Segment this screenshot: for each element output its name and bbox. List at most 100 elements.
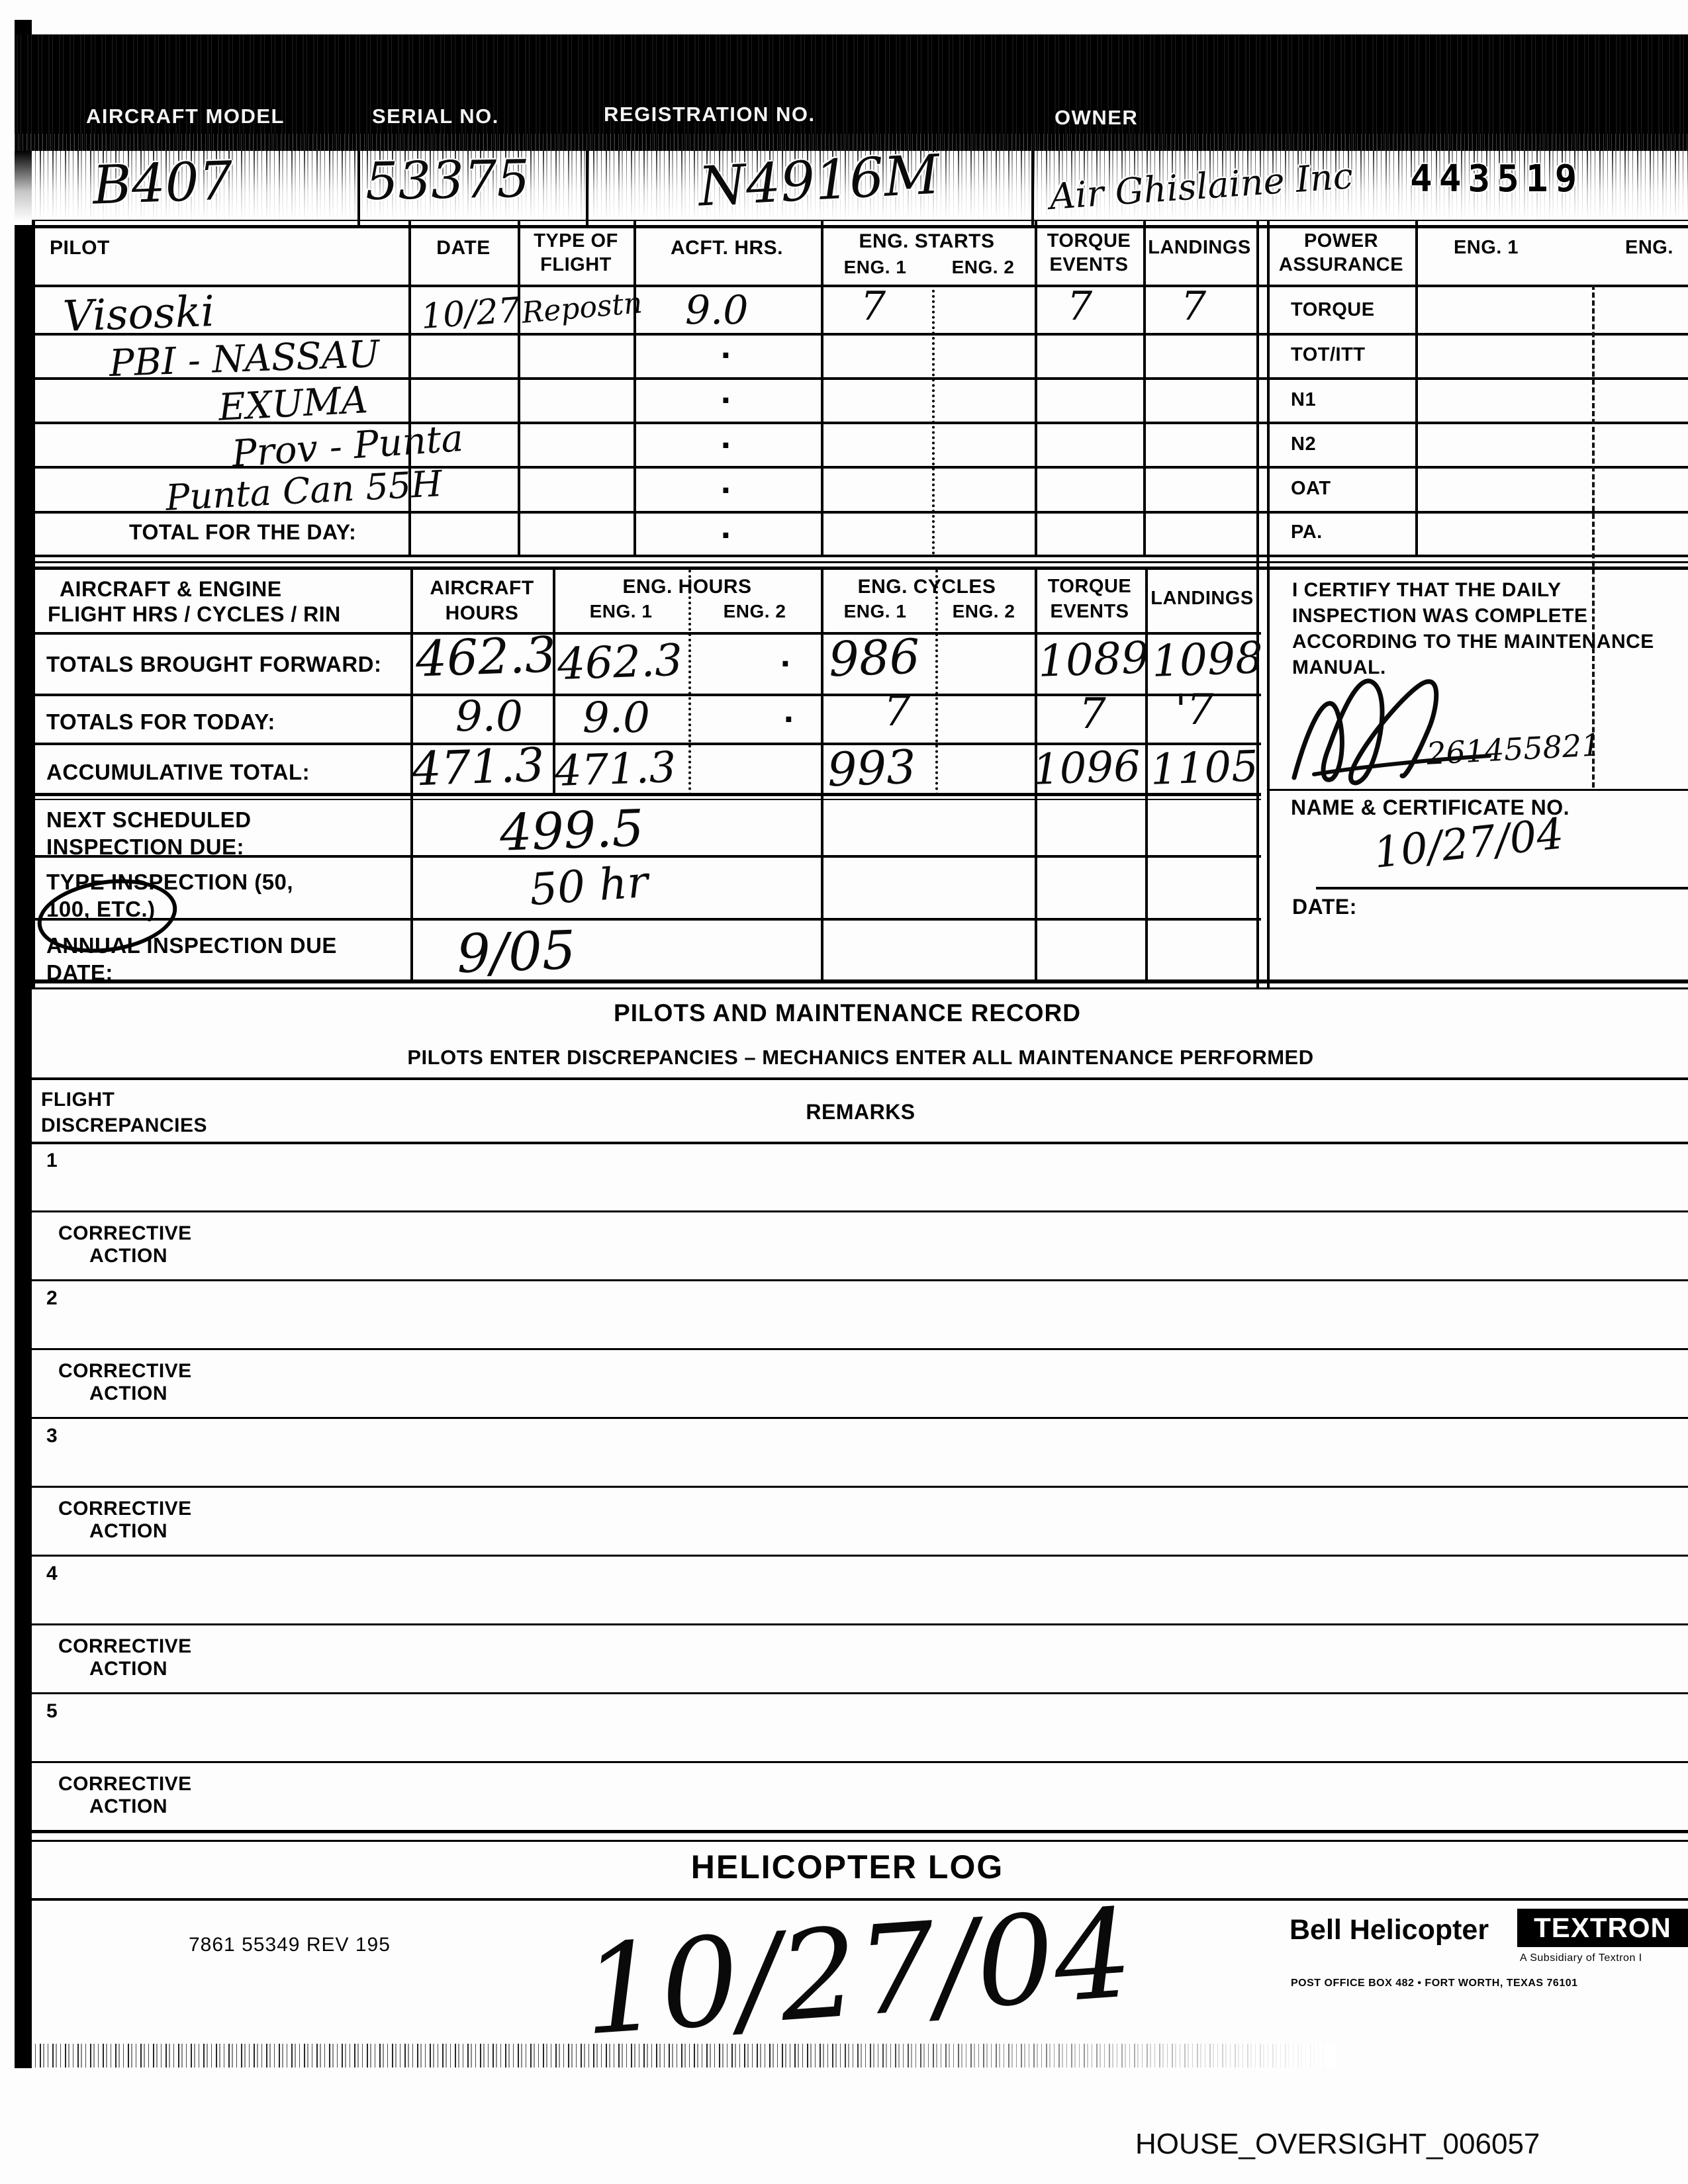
today-landings: '7 [1175,686,1214,735]
grid-line-h [32,1692,1688,1694]
acft-hrs-dot: · [720,429,731,463]
power-row-n2: N2 [1291,433,1317,455]
grid-line-h [32,632,1261,635]
grid-line-h [32,561,1688,563]
discrepancy-number: 1 [46,1150,58,1171]
date-col-header: DATE [436,237,491,259]
accum-aircraft-hours: 471.3 [410,737,545,797]
grid-line-h [32,220,1688,221]
date-line [1316,887,1688,889]
today-aircraft-hours: 9.0 [455,692,523,741]
serial-no-value: 53375 [365,149,530,212]
pilot-name: Visoski [62,287,216,341]
torque-events-col-header2: EVENTS [1049,254,1129,275]
brand-address: POST OFFICE BOX 482 • FORT WORTH, TEXAS … [1291,1978,1578,1989]
grid-line-v [633,220,636,557]
tbf-eng2-dot: · [780,647,791,681]
grid-line-v [553,570,555,796]
inspector-signature [1291,678,1491,786]
type-inspection-label: TYPE INSPECTION (50, 100, ETC.) [46,870,294,922]
grid-line-h [32,1348,1688,1350]
grid-line-dotted [935,570,938,796]
power-row-totitt: TOT/ITT [1291,344,1366,365]
grid-line-h [32,694,1261,696]
right-eng1-col-header: ENG. 1 [1453,237,1519,258]
totals-brought-forward-label: TOTALS BROUGHT FORWARD: [46,652,382,676]
grid-line-h [32,1486,1688,1488]
grid-line-h [32,466,1688,469]
totals-for-today-label: TOTALS FOR TODAY: [46,709,275,734]
grid-line-v [1267,220,1270,987]
corrective-action-label: CORRECTIVE [58,1360,192,1382]
totals-table-title: AIRCRAFT & ENGINE [60,577,282,601]
corrective-action-label2: ACTION [89,1245,167,1267]
landings-col-header: LANDINGS [1148,237,1251,258]
corrective-action-label: CORRECTIVE [58,1635,192,1657]
discrepancy-number: 4 [46,1563,58,1584]
divider [586,151,588,225]
grid-line-h [32,918,1261,921]
grid-line-h [32,743,1261,745]
grid-line-h [32,799,1261,800]
discrepancy-number: 2 [46,1287,58,1309]
accum-eng1-hours: 471.3 [553,743,677,797]
eng-starts-eng2-subheader: ENG. 2 [951,257,1015,277]
grid-line-v [1145,570,1148,983]
power-row-pa: PA. [1291,522,1323,543]
eng-hours-eng1-subheader: ENG. 1 [589,601,653,621]
grid-line-h [32,1279,1688,1281]
acft-hrs-dot: · [720,474,731,508]
scan-left-bar [15,20,32,2068]
torque-events-value: 7 [1067,283,1093,330]
total-for-day-label: TOTAL FOR THE DAY: [129,520,357,544]
grid-line-h [32,987,1688,989]
registration-no-label: REGISTRATION NO. [604,103,816,126]
grid-line-h [32,422,1688,424]
flight-discrepancies-col-header: FLIGHT DISCREPANCIES [41,1089,207,1136]
grid-line-v [410,570,413,983]
grid-line-h [32,1761,1688,1763]
acft-hrs-dot: · [720,339,731,373]
torque-events-col-header: TORQUE [1047,576,1132,597]
aircraft-model-value: B407 [91,150,234,216]
aircraft-hours-col-header2: HOURS [445,602,519,624]
today-eng2-dot: · [783,703,794,737]
bates-number: HOUSE_OVERSIGHT_006057 [1135,2128,1540,2160]
grid-line-h [32,1898,1688,1901]
grid-line-v [1035,570,1037,983]
tbf-aircraft-hours: 462.3 [414,626,557,688]
document-number: 443519 [1410,158,1584,201]
divider [357,151,360,225]
type-of-flight-col-header2: FLIGHT [540,254,612,275]
discrepancy-number: 3 [46,1425,58,1447]
accumulative-total-label: ACCUMULATIVE TOTAL: [46,760,310,784]
corrective-action-label: CORRECTIVE [58,1498,192,1520]
eng-starts-value: 7 [861,283,886,330]
footer-handwritten-date: 10/27/04 [578,1882,1137,2063]
grid-line-h [32,1077,1688,1080]
type-inspection-value: 50 hr [528,856,650,916]
date-label: DATE: [1292,895,1357,919]
grid-line-v [1256,220,1259,987]
name-certificate-label: NAME & CERTIFICATE NO. [1291,796,1570,819]
corrective-action-label2: ACTION [89,1658,167,1680]
scan-top-band [15,34,1688,151]
aircraft-hours-col-header: AIRCRAFT [430,577,534,599]
section-subtitle: PILOTS ENTER DISCREPANCIES – MECHANICS E… [407,1046,1314,1069]
eng-cycles-eng1-subheader: ENG. 1 [843,601,907,621]
eng-hours-eng2-subheader: ENG. 2 [723,601,786,621]
grid-line-v [408,220,411,557]
grid-line-v [821,220,823,557]
section-title: PILOTS AND MAINTENANCE RECORD [614,999,1081,1026]
grid-line-h [32,285,1688,287]
scan-bottom-band-fade [15,2044,1335,2068]
route-leg: EXUMA [217,379,369,430]
landings-value: 7 [1181,283,1207,330]
tbf-torque-events: 1089 [1037,632,1150,687]
tbf-landings: 1098 [1150,632,1264,687]
brand-subtitle: A Subsidiary of Textron I [1520,1952,1642,1964]
corrective-action-label: CORRECTIVE [58,1222,192,1244]
grid-line-dotted [688,570,691,796]
type-of-flight-value: Repostn [520,286,644,330]
flight-date: 10/27 [420,290,522,338]
